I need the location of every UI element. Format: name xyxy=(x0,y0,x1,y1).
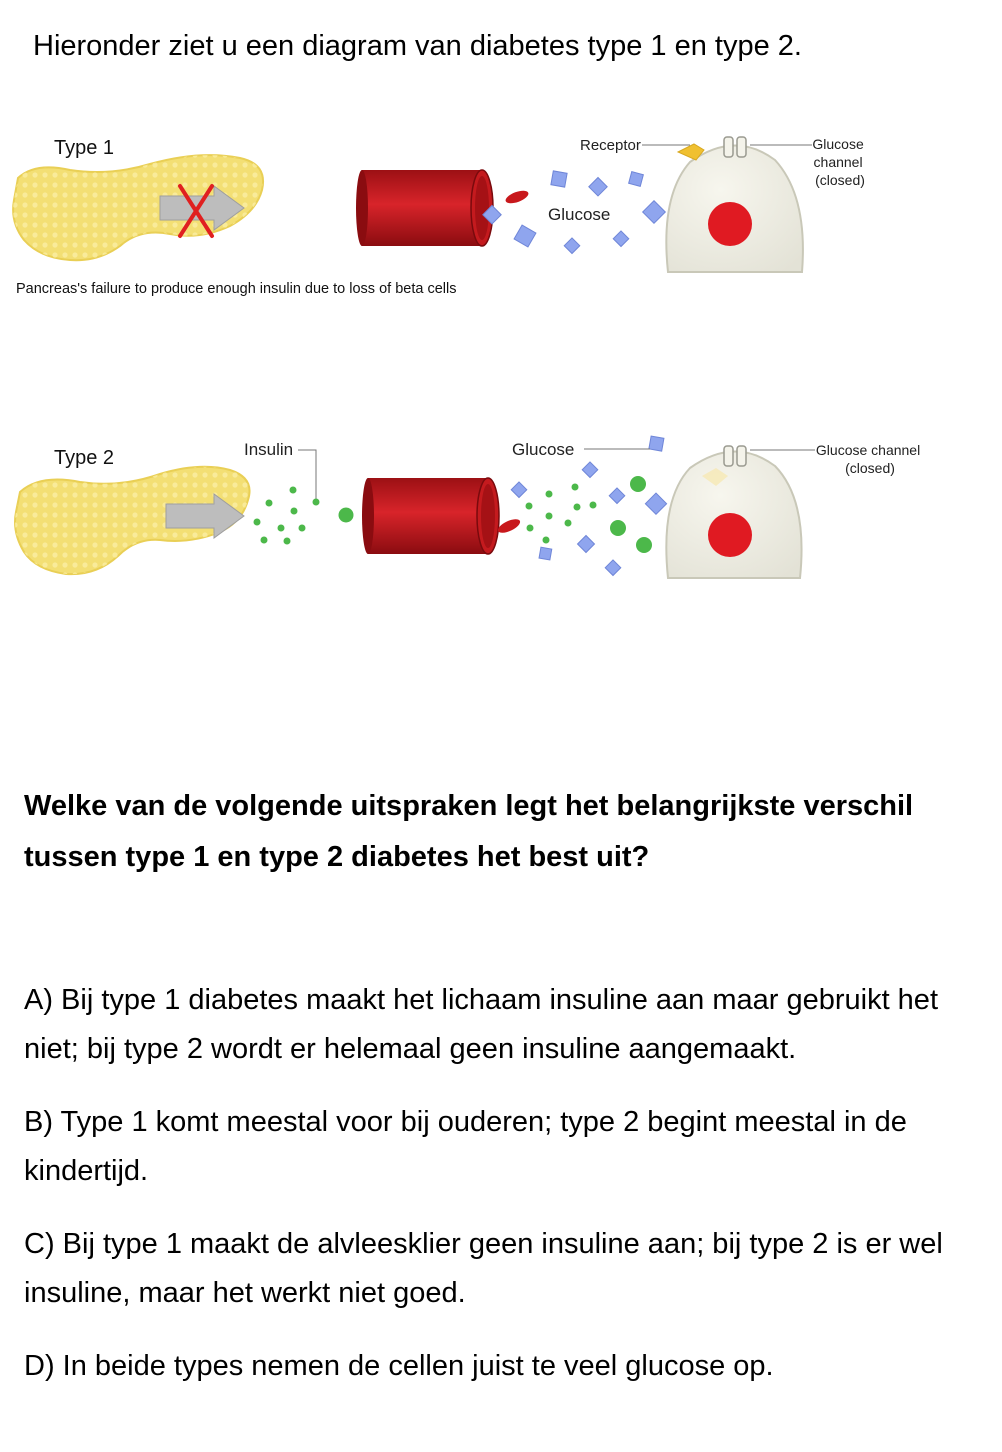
type1-cell xyxy=(665,136,804,273)
type1-arrow xyxy=(159,185,245,231)
receptor-label: Receptor xyxy=(580,137,641,154)
type1-glucose-label: Glucose xyxy=(548,205,610,224)
type2-cell xyxy=(665,445,803,579)
glucose-channel xyxy=(723,445,734,467)
option-b[interactable]: B) Type 1 komt meestal voor bij ouderen;… xyxy=(24,1106,907,1187)
type1-row: Type 1 Glucose xyxy=(12,136,867,297)
type2-row: Type 2 Insulin xyxy=(14,435,924,579)
type1-pancreas xyxy=(12,154,264,262)
type2-glucose-molecules xyxy=(510,435,668,577)
receptor xyxy=(676,143,705,161)
option-a[interactable]: A) Bij type 1 diabetes maakt het lichaam… xyxy=(24,984,938,1065)
cross-icon xyxy=(178,184,214,238)
type2-blood-vessel xyxy=(362,477,500,555)
glucose-channel xyxy=(723,136,734,158)
type2-pancreas xyxy=(14,465,251,576)
type1-channel-label: Glucose channel (closed) xyxy=(812,136,867,188)
insulin-leader xyxy=(298,449,317,500)
nucleus xyxy=(708,513,752,557)
diabetes-diagram: Type 1 Glucose xyxy=(12,136,924,579)
intro-text: Hieronder ziet u een diagram van diabete… xyxy=(33,30,802,62)
red-blood-cell xyxy=(497,519,521,533)
receptor xyxy=(702,468,728,486)
type2-green-molecules xyxy=(525,476,652,553)
type2-label: Type 2 xyxy=(54,447,114,469)
type1-caption: Pancreas's failure to produce enough ins… xyxy=(16,281,456,297)
red-blood-cell xyxy=(505,190,529,204)
type1-glucose-molecules xyxy=(482,170,667,255)
type1-blood-vessel xyxy=(356,169,494,247)
question-text: Welke van de volgende uitspraken legt he… xyxy=(24,790,914,873)
insulin-label: Insulin xyxy=(244,440,293,459)
type1-label: Type 1 xyxy=(54,137,114,159)
option-d[interactable]: D) In beide types nemen de cellen juist … xyxy=(24,1350,774,1382)
nucleus xyxy=(708,202,752,246)
type2-channel-label: Glucose channel (closed) xyxy=(816,442,924,476)
type2-arrow xyxy=(165,493,245,539)
type2-insulin-molecules xyxy=(253,486,354,545)
option-c[interactable]: C) Bij type 1 maakt de alvleesklier geen… xyxy=(24,1228,943,1309)
type2-glucose-label: Glucose xyxy=(512,440,574,459)
answer-options: A) Bij type 1 diabetes maakt het lichaam… xyxy=(24,976,994,1391)
